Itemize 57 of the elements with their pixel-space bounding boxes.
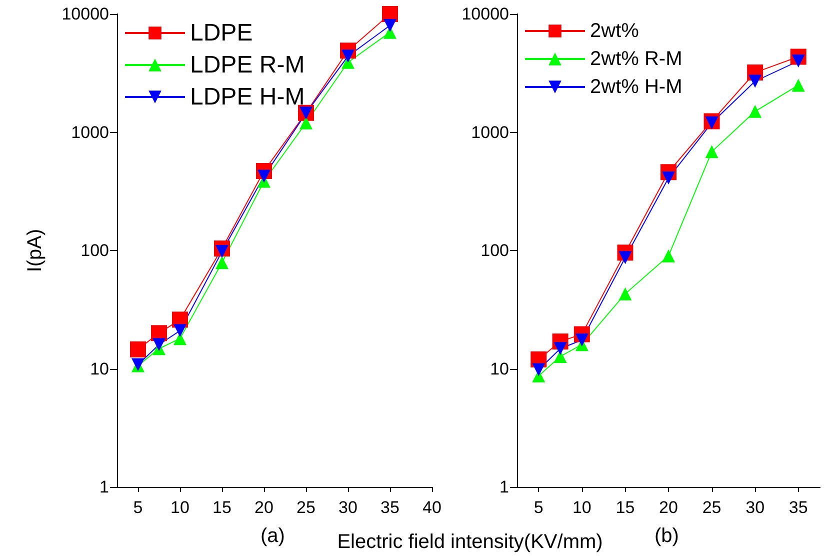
y-tick-label: 10000: [62, 4, 109, 24]
point: [216, 256, 228, 270]
point: [300, 116, 312, 130]
text: (b): [654, 525, 679, 547]
x-tick-label: 40: [422, 498, 442, 517]
x-tick-label: 30: [746, 498, 765, 517]
x-tick-label: 25: [702, 498, 722, 517]
x-tick-label: 30: [338, 498, 358, 517]
point: [705, 145, 718, 158]
legend-label: 2wt% H-M: [590, 76, 682, 98]
legend-label: LDPE R-M: [190, 52, 305, 78]
point: [618, 287, 632, 300]
point: [174, 324, 186, 338]
point: [575, 334, 588, 347]
x-tick-label: 20: [659, 498, 678, 517]
legend-label: LDPE: [190, 20, 253, 46]
x-tick-label: 10: [572, 498, 592, 517]
point: [152, 338, 166, 352]
point: [216, 245, 228, 258]
x-tick-label: 5: [133, 498, 143, 517]
y-tick-label: 1000: [71, 122, 109, 142]
y-tick-label: 1: [100, 478, 109, 496]
legend-label: 2wt%: [590, 20, 640, 42]
point: [342, 50, 354, 63]
y-tick-label: 1: [500, 478, 509, 496]
point: [705, 116, 718, 130]
legend-label: LDPE H-M: [190, 84, 305, 110]
point: [130, 341, 146, 358]
y-axis-title: I(pA): [24, 228, 46, 272]
point: [618, 251, 632, 264]
y-tick-label: 10: [90, 359, 109, 378]
point: [748, 74, 762, 88]
point: [792, 54, 805, 68]
legend-label: 2wt% R-M: [590, 48, 682, 70]
x-tick-label: 15: [212, 498, 232, 517]
point: [748, 104, 762, 118]
y-tick-label: 100: [80, 241, 109, 260]
point: [554, 342, 567, 356]
point: [662, 172, 675, 185]
y-tick-label: 100: [480, 241, 509, 260]
x-tick-label: 20: [254, 498, 274, 517]
x-tick-label: 15: [616, 498, 635, 517]
x-tick-label: 35: [380, 498, 400, 517]
y-tick-label: 1000: [471, 122, 509, 142]
point: [258, 170, 270, 183]
point: [384, 18, 396, 32]
x-tick-label: 25: [296, 498, 316, 517]
x-tick-label: 10: [170, 498, 190, 517]
x-axis-title: Electric field intensity(KV/mm): [336, 531, 604, 554]
text: (a): [260, 525, 285, 547]
point: [792, 78, 805, 92]
x-tick-label: 35: [788, 498, 808, 517]
x-tick-label: 5: [534, 498, 544, 517]
y-tick-label: 10: [490, 359, 509, 378]
point: [662, 249, 675, 262]
y-tick-label: 10000: [462, 4, 509, 24]
point: [532, 363, 546, 376]
